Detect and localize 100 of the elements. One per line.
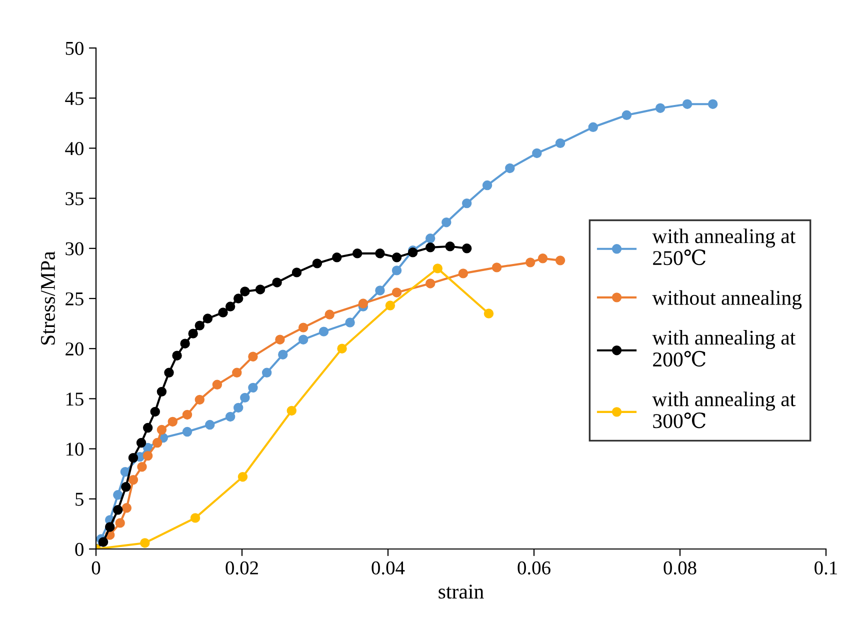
point bbox=[122, 503, 132, 513]
point bbox=[432, 264, 442, 274]
point bbox=[286, 406, 296, 416]
point bbox=[164, 368, 174, 378]
point bbox=[152, 438, 162, 448]
point bbox=[121, 482, 131, 492]
point bbox=[182, 426, 192, 437]
y-tick-label: 50 bbox=[66, 42, 84, 55]
point bbox=[492, 262, 502, 272]
point bbox=[233, 294, 244, 304]
x-tick-label: 0.02 bbox=[226, 561, 258, 575]
point bbox=[248, 382, 258, 393]
point bbox=[232, 368, 242, 378]
point bbox=[190, 513, 200, 523]
point bbox=[358, 298, 368, 308]
point bbox=[462, 244, 472, 254]
point bbox=[140, 538, 150, 548]
point bbox=[392, 288, 402, 298]
y-tick-label: 25 bbox=[66, 292, 84, 306]
y-tick-label: 20 bbox=[66, 342, 84, 356]
point bbox=[392, 252, 402, 262]
point bbox=[588, 122, 598, 132]
point bbox=[462, 198, 472, 208]
point bbox=[332, 252, 342, 262]
point bbox=[292, 268, 302, 278]
point bbox=[172, 350, 182, 360]
point bbox=[555, 256, 566, 266]
point bbox=[298, 322, 308, 332]
point bbox=[113, 490, 123, 500]
point bbox=[194, 320, 205, 330]
legend-label: with annealing at 300℃ bbox=[652, 392, 796, 428]
y-tick-label: 10 bbox=[66, 442, 84, 456]
point bbox=[442, 217, 452, 228]
point bbox=[337, 344, 347, 354]
y-tick-label: 35 bbox=[66, 192, 84, 206]
point bbox=[375, 248, 385, 258]
y-tick-label: 30 bbox=[66, 242, 84, 256]
point bbox=[352, 248, 362, 258]
point bbox=[136, 438, 146, 448]
point bbox=[458, 268, 468, 278]
point bbox=[312, 258, 322, 268]
point bbox=[272, 278, 282, 288]
point bbox=[425, 234, 436, 244]
point bbox=[324, 310, 334, 320]
point bbox=[180, 338, 190, 348]
point bbox=[538, 254, 548, 264]
x-tick-label: 0.08 bbox=[664, 561, 696, 575]
point bbox=[445, 242, 455, 252]
point bbox=[385, 300, 396, 310]
point bbox=[137, 462, 147, 472]
y-axis-title: Stress/MPa bbox=[40, 251, 55, 345]
point bbox=[238, 472, 248, 482]
point bbox=[275, 334, 285, 344]
y-tick-label: 0 bbox=[75, 542, 84, 556]
x-tick-label: 0 bbox=[92, 561, 100, 574]
point bbox=[156, 386, 167, 397]
point bbox=[212, 380, 222, 390]
point bbox=[156, 424, 167, 435]
y-tick-label: 40 bbox=[65, 142, 84, 156]
point bbox=[425, 242, 436, 252]
point bbox=[120, 466, 130, 477]
point bbox=[202, 314, 213, 324]
point bbox=[708, 99, 718, 109]
legend-label: with annealing at 250℃ bbox=[652, 228, 796, 266]
point bbox=[392, 266, 402, 276]
y-tick-label: 15 bbox=[66, 392, 84, 406]
point bbox=[115, 518, 125, 528]
point bbox=[128, 475, 138, 485]
point bbox=[262, 368, 272, 378]
point bbox=[218, 308, 228, 318]
point bbox=[278, 350, 288, 360]
point bbox=[255, 284, 266, 294]
point bbox=[248, 352, 258, 362]
point bbox=[98, 537, 108, 547]
point bbox=[375, 286, 385, 296]
point bbox=[225, 412, 236, 422]
point bbox=[188, 328, 198, 338]
point bbox=[425, 278, 436, 288]
x-tick-label: 0.1 bbox=[814, 561, 837, 575]
point bbox=[532, 148, 542, 158]
x-tick-label: 0.04 bbox=[372, 561, 405, 575]
legend-label: without annealing bbox=[652, 290, 802, 310]
point bbox=[655, 103, 666, 113]
x-axis-title: strain bbox=[438, 584, 484, 599]
point bbox=[150, 406, 160, 417]
x-tick-label: 0.06 bbox=[518, 561, 550, 575]
point bbox=[128, 452, 138, 463]
point bbox=[345, 318, 355, 328]
point bbox=[484, 308, 494, 318]
point bbox=[682, 99, 692, 109]
point bbox=[482, 180, 492, 190]
y-tick-label: 5 bbox=[76, 492, 84, 506]
point bbox=[318, 326, 329, 336]
point bbox=[505, 163, 515, 174]
legend-label: with annealing at 200℃ bbox=[652, 330, 796, 367]
point bbox=[142, 450, 153, 461]
point bbox=[182, 410, 192, 420]
point bbox=[555, 138, 566, 148]
point bbox=[105, 522, 115, 532]
point bbox=[298, 334, 308, 344]
